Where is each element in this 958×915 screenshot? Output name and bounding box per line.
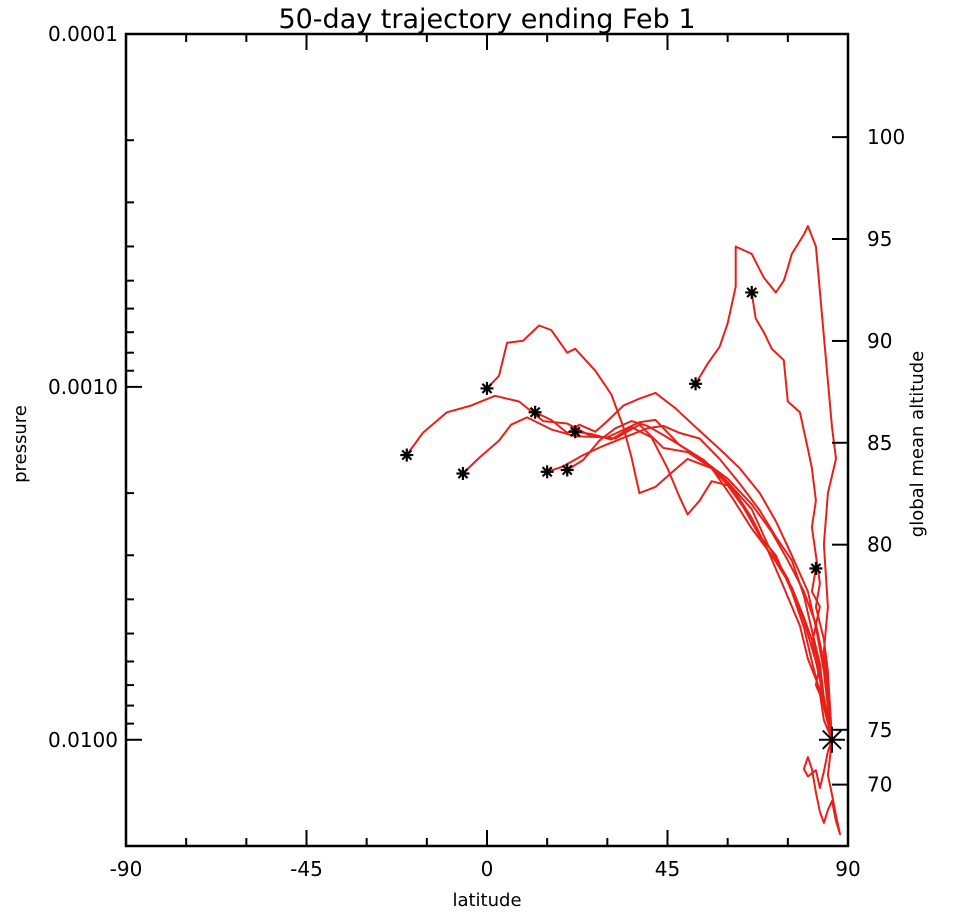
x-axis-label: latitude — [452, 890, 521, 911]
start-marker-10 — [809, 561, 823, 575]
y-tick-label: 0.0001 — [48, 22, 118, 46]
chart-title: 50-day trajectory ending Feb 1 — [278, 4, 695, 35]
trajectory-line-7 — [575, 426, 833, 741]
y2-axis-label: global mean altitude — [907, 351, 928, 537]
trajectory-line-3 — [486, 324, 833, 741]
x-tick-label: -45 — [290, 857, 323, 881]
trajectory-line-9 — [750, 292, 833, 740]
y-tick-label: 0.0010 — [48, 375, 118, 399]
trajectory-line-2 — [462, 416, 833, 740]
y2-tick-label: 70 — [867, 773, 892, 797]
x-tick-label: 0 — [481, 857, 494, 881]
start-marker-9 — [745, 285, 759, 299]
trajectory-line-4 — [534, 391, 833, 740]
y2-tick-label: 90 — [867, 329, 892, 353]
x-tick-label: 45 — [655, 857, 680, 881]
trajectory-line-1 — [405, 394, 833, 740]
start-marker-5 — [540, 465, 554, 479]
trajectory-layer — [405, 225, 841, 836]
trajectory-line-8 — [694, 225, 837, 740]
axes: -90 -45 0 45 90 0.0001 0.0010 0.0100 100 95 90 85 80… — [48, 22, 905, 881]
x-tick-label: 90 — [835, 857, 860, 881]
start-marker-8 — [689, 377, 703, 391]
y-tick-label: 0.0100 — [48, 728, 118, 752]
start-marker-1 — [400, 448, 414, 462]
start-marker-7 — [568, 425, 582, 439]
y2-tick-label: 80 — [867, 533, 892, 557]
y2-tick-label: 100 — [867, 125, 905, 149]
trajectory-line-6 — [566, 420, 833, 740]
start-marker-4 — [528, 405, 542, 419]
y2-tick-label: 95 — [867, 227, 892, 251]
start-marker-layer — [400, 285, 845, 753]
endpoint-marker — [818, 726, 845, 753]
x-tick-label: -90 — [110, 857, 143, 881]
plot-frame — [124, 32, 850, 848]
start-marker-6 — [560, 463, 574, 477]
y2-tick-label: 85 — [867, 431, 892, 455]
trajectory-line-5 — [546, 424, 833, 740]
y-axis-label: pressure — [10, 405, 31, 483]
start-marker-2 — [456, 467, 470, 481]
y2-tick-label: 75 — [867, 718, 892, 742]
start-marker-3 — [480, 381, 494, 395]
trajectory-line-10 — [802, 568, 841, 836]
